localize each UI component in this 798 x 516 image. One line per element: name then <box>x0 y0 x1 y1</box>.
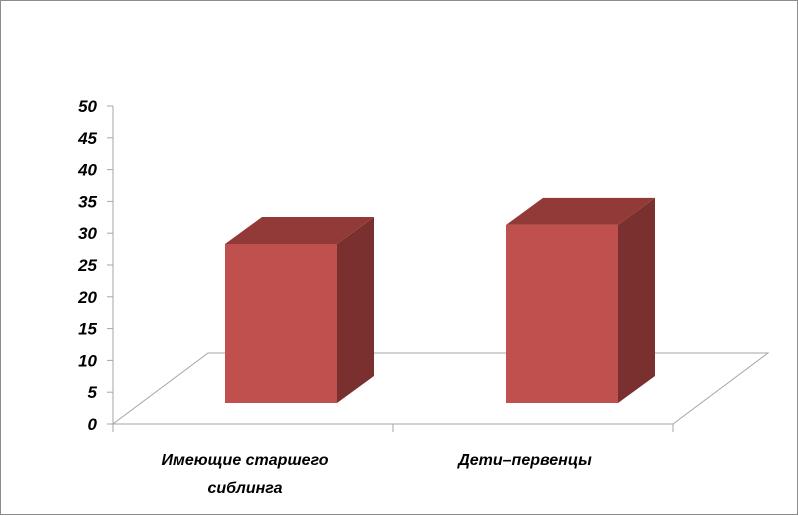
y-tick-label: 50 <box>78 97 97 116</box>
y-tick-label: 25 <box>77 256 97 275</box>
y-tick-label: 35 <box>78 192 97 211</box>
bar-side-face <box>337 217 374 403</box>
category-label: Имеющие старшего сиблинга <box>162 452 329 497</box>
y-axis: 0 5 10 15 20 25 30 35 40 45 50 <box>77 97 114 434</box>
bars <box>225 197 655 403</box>
bar-side-face <box>618 197 655 403</box>
y-tick-label: 45 <box>77 129 97 148</box>
x-axis <box>112 423 674 432</box>
bar <box>506 197 655 403</box>
category-labels: Имеющие старшего сиблинга Дети–первенцы <box>162 452 593 497</box>
bar-front-face <box>506 224 618 403</box>
y-tick-label: 20 <box>77 288 97 307</box>
chart-floor-plane <box>111 352 770 425</box>
category-label: Дети–первенцы <box>456 452 592 469</box>
bar <box>225 217 374 403</box>
y-tick-label: 0 <box>88 415 98 434</box>
y-tick-label: 40 <box>77 161 97 180</box>
y-tick-label: 30 <box>78 224 97 243</box>
category-label-line: Дети–первенцы <box>456 452 592 469</box>
y-tick-label: 5 <box>88 383 98 402</box>
y-tick-label: 10 <box>78 351 97 370</box>
bar-top-face <box>506 197 655 225</box>
bar-front-face <box>225 244 337 403</box>
y-tick-label: 15 <box>78 320 97 339</box>
bar-top-face <box>225 217 374 244</box>
category-label-line: сиблинга <box>208 480 283 497</box>
category-label-line: Имеющие старшего <box>162 452 329 469</box>
chart-floor <box>111 352 770 425</box>
